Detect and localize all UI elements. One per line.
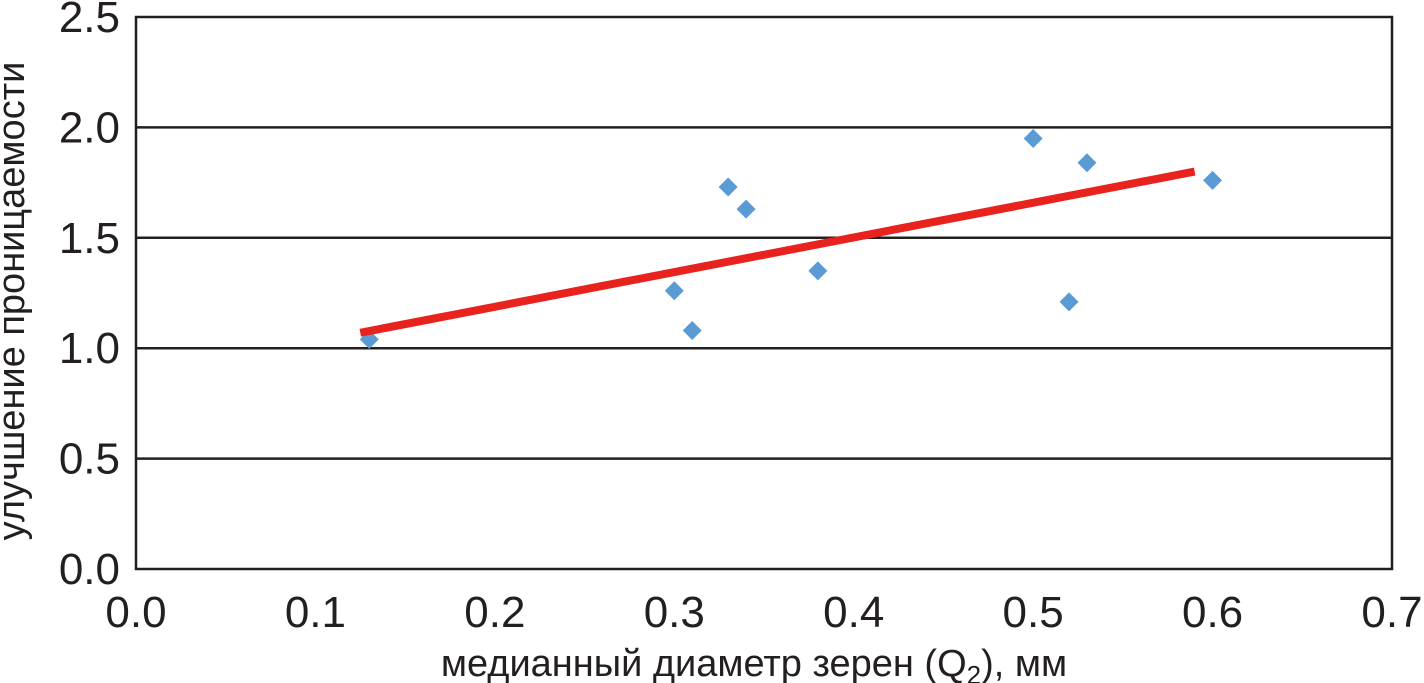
data-point-2: [664, 281, 684, 301]
data-point-8: [1059, 292, 1079, 312]
y-tick-label: 0.0: [59, 545, 120, 594]
plot-area: [134, 15, 1394, 571]
x-axis-label-subscript: 2: [967, 660, 981, 683]
grid-lines: [136, 126, 1392, 460]
data-points: [359, 128, 1223, 349]
data-point-6: [808, 261, 828, 281]
data-point-7: [1023, 128, 1043, 148]
x-tick-label: 0.2: [464, 588, 525, 637]
trend-line: [359, 167, 1196, 337]
y-tick-label: 2.0: [59, 103, 120, 152]
x-axis-ticks: 0.0 0.1 0.2 0.3 0.4 0.5 0.6 0.7: [105, 588, 1422, 637]
x-axis-label-tail: ), мм: [981, 643, 1067, 683]
x-tick-label: 0.6: [1182, 588, 1243, 637]
y-tick-label: 1.0: [59, 324, 120, 373]
x-axis-label: медианный диаметр зерен (Q2), мм: [441, 643, 1067, 683]
x-tick-label: 0.1: [285, 588, 346, 637]
data-point-4: [718, 177, 738, 197]
y-axis-label: улучшение проницаемости: [0, 62, 33, 541]
x-tick-label: 0.4: [823, 588, 884, 637]
x-axis-label-main: медианный диаметр зерен (Q: [441, 643, 967, 683]
x-tick-label: 0.0: [105, 588, 166, 637]
x-tick-label: 0.3: [644, 588, 705, 637]
x-tick-label: 0.7: [1361, 588, 1422, 637]
y-tick-label: 2.5: [59, 0, 120, 42]
y-tick-label: 0.5: [59, 435, 120, 484]
y-axis-ticks: 0.0 0.5 1.0 1.5 2.0 2.5: [59, 0, 120, 594]
data-point-5: [736, 199, 756, 219]
y-tick-label: 1.5: [59, 214, 120, 263]
data-point-9: [1077, 153, 1097, 173]
x-tick-label: 0.5: [1003, 588, 1064, 637]
data-point-10: [1203, 170, 1223, 190]
data-point-3: [682, 321, 702, 341]
